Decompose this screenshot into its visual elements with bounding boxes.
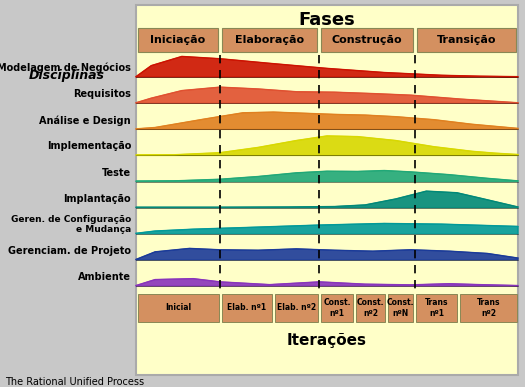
Text: Inicial: Inicial: [165, 303, 191, 312]
Text: Const.
nºN: Const. nºN: [387, 298, 414, 318]
Text: Trans
nº1: Trans nº1: [425, 298, 448, 318]
Polygon shape: [136, 279, 518, 286]
Text: Trans
nº2: Trans nº2: [477, 298, 500, 318]
Text: The Rational Unified Process: The Rational Unified Process: [5, 377, 144, 387]
Polygon shape: [136, 112, 518, 129]
Polygon shape: [136, 223, 518, 234]
Polygon shape: [136, 171, 518, 182]
Polygon shape: [136, 57, 518, 77]
Bar: [136, 5, 518, 375]
Bar: [416, 294, 457, 322]
Text: Fases: Fases: [299, 11, 355, 29]
Bar: [222, 28, 317, 52]
Text: Elab. nº1: Elab. nº1: [227, 303, 266, 312]
Bar: [138, 294, 218, 322]
Text: Iterações: Iterações: [287, 332, 367, 348]
Text: Teste: Teste: [102, 168, 131, 178]
Text: Gerenciam. de Projeto: Gerenciam. de Projeto: [8, 246, 131, 256]
Text: Implantação: Implantação: [64, 194, 131, 204]
Bar: [275, 294, 318, 322]
Polygon shape: [136, 136, 518, 156]
Bar: [321, 294, 353, 322]
Text: Iniciação: Iniciação: [150, 35, 206, 45]
Text: Elaboração: Elaboração: [235, 35, 304, 45]
Text: Geren. de Configuração
e Mudança: Geren. de Configuração e Mudança: [10, 215, 131, 235]
Bar: [356, 294, 385, 322]
Text: Modelagem de Negócios: Modelagem de Negócios: [0, 63, 131, 73]
Text: Transição: Transição: [437, 35, 496, 45]
Text: Const.
nº2: Const. nº2: [357, 298, 384, 318]
Polygon shape: [136, 191, 518, 208]
Bar: [138, 28, 218, 52]
Polygon shape: [136, 248, 518, 260]
Text: Const.
nº1: Const. nº1: [323, 298, 351, 318]
Polygon shape: [136, 87, 518, 103]
Bar: [222, 294, 272, 322]
Text: Construção: Construção: [332, 35, 403, 45]
Bar: [417, 28, 516, 52]
Bar: [460, 294, 517, 322]
Text: Elab. nº2: Elab. nº2: [277, 303, 316, 312]
Bar: [387, 294, 413, 322]
Text: Ambiente: Ambiente: [78, 272, 131, 282]
Text: Requisitos: Requisitos: [73, 89, 131, 99]
Text: Análise e Design: Análise e Design: [39, 115, 131, 125]
Text: Disciplinas: Disciplinas: [28, 68, 104, 82]
Bar: [321, 28, 413, 52]
Text: Implementação: Implementação: [47, 141, 131, 151]
